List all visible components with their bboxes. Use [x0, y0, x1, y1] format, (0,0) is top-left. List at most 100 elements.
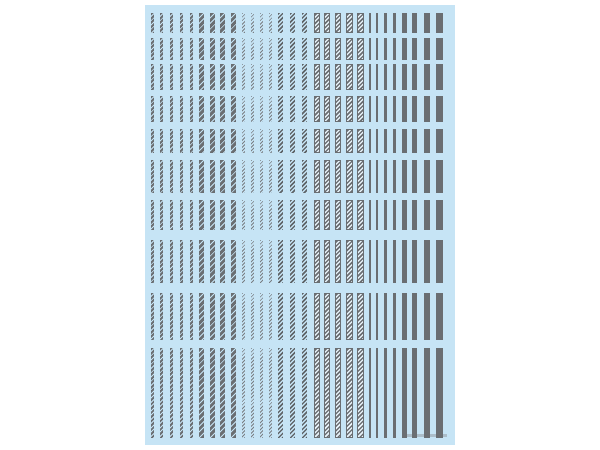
boxed-rope-stripe-decal	[346, 240, 353, 283]
rope-large-stripe-decal	[210, 38, 215, 60]
solid-stripe-decal	[369, 38, 371, 60]
rope-large-stripe-decal	[220, 38, 225, 60]
wavy-stripe-decal	[269, 129, 272, 153]
solid-stripe-decal	[424, 200, 430, 230]
diagonal-stripe-decal	[302, 96, 307, 122]
boxed-rope-stripe-decal	[346, 13, 353, 33]
solid-stripe-decal	[369, 293, 371, 340]
wavy-stripe-decal	[269, 13, 272, 33]
wavy-stripe-decal	[251, 160, 254, 193]
decal-sheet	[145, 5, 455, 445]
wavy-stripe-decal	[260, 96, 263, 122]
rope-large-stripe-decal	[220, 64, 225, 90]
rope-large-stripe-decal	[220, 96, 225, 122]
boxed-rope-stripe-decal	[335, 160, 341, 193]
rope-small-stripe-decal	[160, 160, 163, 193]
diagonal-stripe-decal	[290, 129, 295, 153]
boxed-rope-stripe-decal	[335, 129, 341, 153]
solid-stripe-decal	[412, 129, 417, 153]
rope-large-stripe-decal	[199, 240, 204, 283]
solid-stripe-decal	[384, 96, 387, 122]
wavy-stripe-decal	[269, 293, 272, 340]
rope-small-stripe-decal	[170, 200, 173, 230]
stripe-row	[145, 200, 455, 230]
wavy-stripe-decal	[260, 293, 263, 340]
wavy-stripe-decal	[251, 200, 254, 230]
solid-stripe-decal	[412, 160, 417, 193]
solid-stripe-decal	[369, 240, 371, 283]
solid-stripe-decal	[384, 13, 387, 33]
wavy-stripe-decal	[251, 38, 254, 60]
rope-small-stripe-decal	[160, 129, 163, 153]
boxed-rope-stripe-decal	[357, 293, 364, 340]
solid-stripe-decal	[393, 160, 396, 193]
solid-stripe-decal	[424, 348, 430, 438]
solid-stripe-decal	[424, 64, 430, 90]
boxed-rope-stripe-decal	[335, 240, 341, 283]
wavy-stripe-decal	[242, 160, 245, 193]
wavy-stripe-decal	[260, 13, 263, 33]
boxed-rope-stripe-decal	[357, 129, 364, 153]
boxed-rope-stripe-decal	[314, 200, 320, 230]
solid-stripe-decal	[402, 160, 407, 193]
solid-stripe-decal	[384, 348, 387, 438]
solid-stripe-decal	[376, 348, 378, 438]
wavy-stripe-decal	[269, 64, 272, 90]
wavy-stripe-decal	[242, 13, 245, 33]
solid-stripe-decal	[402, 293, 407, 340]
boxed-rope-stripe-decal	[314, 160, 320, 193]
solid-stripe-decal	[436, 38, 443, 60]
solid-stripe-decal	[369, 129, 371, 153]
solid-stripe-decal	[412, 38, 417, 60]
rope-large-stripe-decal	[231, 96, 236, 122]
diagonal-stripe-decal	[302, 129, 307, 153]
rope-large-stripe-decal	[231, 13, 236, 33]
solid-stripe-decal	[393, 200, 396, 230]
solid-stripe-decal	[376, 200, 378, 230]
solid-stripe-decal	[436, 96, 443, 122]
rope-small-stripe-decal	[151, 293, 154, 340]
solid-stripe-decal	[436, 64, 443, 90]
solid-stripe-decal	[402, 240, 407, 283]
rope-small-stripe-decal	[190, 96, 193, 122]
diagonal-stripe-decal	[278, 64, 283, 90]
stripe-row	[145, 240, 455, 283]
wavy-stripe-decal	[242, 200, 245, 230]
boxed-rope-stripe-decal	[346, 160, 353, 193]
rope-large-stripe-decal	[231, 200, 236, 230]
rope-small-stripe-decal	[180, 348, 183, 438]
wavy-stripe-decal	[260, 129, 263, 153]
wavy-stripe-decal	[242, 129, 245, 153]
wavy-stripe-decal	[269, 160, 272, 193]
rope-large-stripe-decal	[220, 293, 225, 340]
solid-stripe-decal	[393, 64, 396, 90]
diagonal-stripe-decal	[278, 240, 283, 283]
diagonal-stripe-decal	[290, 293, 295, 340]
wavy-stripe-decal	[269, 38, 272, 60]
boxed-rope-stripe-decal	[335, 348, 341, 438]
rope-large-stripe-decal	[210, 96, 215, 122]
rope-small-stripe-decal	[190, 348, 193, 438]
rope-large-stripe-decal	[220, 160, 225, 193]
solid-stripe-decal	[412, 13, 417, 33]
solid-stripe-decal	[384, 293, 387, 340]
solid-stripe-decal	[393, 293, 396, 340]
rope-small-stripe-decal	[160, 293, 163, 340]
solid-stripe-decal	[376, 293, 378, 340]
boxed-rope-stripe-decal	[324, 96, 330, 122]
solid-stripe-decal	[376, 96, 378, 122]
wavy-stripe-decal	[260, 160, 263, 193]
solid-stripe-decal	[393, 240, 396, 283]
diagonal-stripe-decal	[290, 13, 295, 33]
wavy-stripe-decal	[242, 240, 245, 283]
rope-large-stripe-decal	[199, 96, 204, 122]
boxed-rope-stripe-decal	[324, 160, 330, 193]
rope-small-stripe-decal	[170, 160, 173, 193]
solid-stripe-decal	[376, 13, 378, 33]
boxed-rope-stripe-decal	[314, 38, 320, 60]
boxed-rope-stripe-decal	[324, 64, 330, 90]
rope-large-stripe-decal	[199, 160, 204, 193]
solid-stripe-decal	[369, 200, 371, 230]
solid-stripe-decal	[369, 348, 371, 438]
solid-stripe-decal	[412, 240, 417, 283]
